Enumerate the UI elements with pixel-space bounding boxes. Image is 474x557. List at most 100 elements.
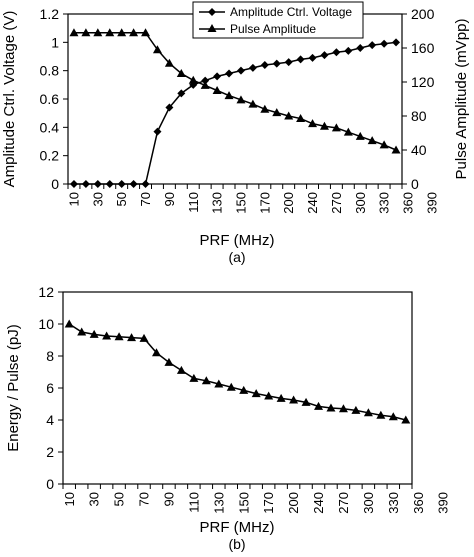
data-point-triangle [141, 28, 151, 37]
data-point-triangle [251, 389, 261, 398]
data-point-diamond [213, 72, 222, 81]
y-tick-label: 0.2 [40, 148, 60, 164]
data-point-triangle [189, 373, 199, 382]
x-tick-label: 200 [281, 192, 296, 214]
y-tick-label: 1 [51, 34, 59, 50]
data-point-triangle [308, 119, 318, 128]
x-tick-label: 270 [336, 492, 351, 514]
y-tick-label: 10 [38, 316, 54, 332]
data-point-triangle [224, 91, 234, 100]
y-tick-label: 0 [51, 176, 59, 192]
series-line-1 [73, 31, 397, 151]
y-tick-label: 8 [46, 348, 54, 364]
data-point-diamond [344, 46, 353, 55]
data-point-triangle [236, 95, 246, 104]
y2-tick-label: 200 [411, 6, 435, 22]
data-point-triangle [284, 111, 294, 120]
data-point-triangle [114, 332, 124, 341]
x-tick-label: 70 [138, 192, 153, 206]
x-tick-label: 50 [114, 192, 129, 206]
x-axis-title-a: PRF (MHz) [200, 232, 275, 249]
data-point-diamond [248, 63, 257, 72]
y-tick-label: 0 [46, 476, 54, 492]
data-point-diamond [356, 44, 365, 52]
y2-axis-title-a: Pulse Amplitude (mVpp) [453, 19, 470, 180]
x-axis-a: 10 30 50 70 90 110 130 150 170 200 240 270 300 330 360… [67, 184, 439, 214]
data-point-diamond [93, 180, 102, 188]
data-point-triangle [93, 28, 103, 37]
y-tick-label: 6 [46, 380, 54, 396]
x-tick-label: 170 [261, 492, 276, 514]
data-point-triangle [326, 403, 336, 412]
y-tick-label: 0.4 [40, 119, 60, 135]
data-point-triangle [289, 395, 299, 404]
series-group-b [64, 319, 411, 424]
data-point-triangle [151, 348, 161, 357]
x-tick-label: 390 [436, 492, 451, 514]
y-axis-left-a: 0 0.2 0.4 0.6 0.8 1 1.2 [40, 6, 68, 192]
data-point-diamond [296, 55, 305, 64]
y-axis-title-b: Energy / Pulse (pJ) [5, 324, 22, 452]
data-point-diamond [284, 58, 293, 67]
x-tick-label: 10 [62, 492, 77, 506]
y-axis-title-a: Amplitude Ctrl. Voltage (V) [1, 11, 18, 188]
y-tick-label: 2 [46, 444, 54, 460]
data-point-triangle [188, 75, 198, 84]
y-tick-label: 0.6 [40, 91, 60, 107]
data-point-diamond [69, 180, 78, 188]
series-line-0 [68, 323, 406, 421]
data-point-triangle [331, 123, 341, 132]
data-point-diamond [225, 69, 234, 78]
legend-marker-voltage [208, 8, 216, 16]
legend-marker-pulse [207, 24, 217, 32]
series-group-a [69, 28, 401, 188]
x-tick-label: 130 [211, 492, 226, 514]
x-tick-label: 330 [386, 492, 401, 514]
data-point-diamond [272, 59, 281, 68]
data-point-triangle [260, 104, 270, 113]
y-axis-right-a: 0 40 80 120 160 200 [402, 6, 435, 192]
y2-tick-label: 80 [411, 108, 427, 124]
data-point-triangle [139, 333, 149, 342]
data-point-triangle [376, 410, 386, 419]
x-tick-label: 90 [162, 192, 177, 206]
data-point-triangle [355, 131, 365, 140]
data-point-diamond [320, 51, 329, 60]
data-point-diamond [105, 180, 114, 188]
y2-tick-label: 120 [411, 74, 435, 90]
x-tick-label: 360 [411, 492, 426, 514]
y2-tick-label: 160 [411, 40, 435, 56]
series-line-0 [73, 41, 397, 185]
legend-a: Amplitude Ctrl. Voltage Pulse Amplitude [192, 1, 364, 39]
data-point-triangle [276, 393, 286, 402]
data-point-triangle [363, 408, 373, 417]
data-point-triangle [264, 391, 274, 400]
data-point-triangle [314, 401, 324, 410]
data-point-diamond [332, 48, 341, 57]
data-point-diamond [81, 180, 90, 188]
x-tick-label: 270 [329, 192, 344, 214]
y-tick-label: 4 [46, 412, 54, 428]
data-point-triangle [226, 382, 236, 391]
x-tick-label: 110 [186, 192, 201, 213]
x-tick-label: 110 [186, 492, 201, 513]
x-tick-label: 90 [161, 492, 176, 506]
data-point-diamond [201, 76, 210, 85]
x-tick-label: 30 [87, 492, 102, 506]
x-tick-label: 360 [401, 192, 416, 214]
data-point-triangle [214, 379, 224, 388]
data-point-diamond [141, 180, 150, 188]
data-point-triangle [212, 86, 222, 94]
x-tick-label: 200 [286, 492, 301, 514]
data-point-triangle [152, 45, 162, 54]
data-point-triangle [176, 69, 186, 77]
data-point-triangle [129, 28, 139, 37]
y-tick-label: 0.8 [40, 63, 60, 79]
x-tick-label: 30 [90, 192, 105, 206]
data-point-triangle [201, 376, 211, 385]
y-tick-label: 1.2 [40, 6, 60, 22]
x-axis-title-b: PRF (MHz) [200, 519, 275, 536]
x-axis-b: 10 30 50 70 90 110 130 150 170 200 240 270 300 330 360… [62, 484, 451, 514]
plot-area-a [67, 13, 403, 185]
data-point-triangle [164, 357, 174, 366]
